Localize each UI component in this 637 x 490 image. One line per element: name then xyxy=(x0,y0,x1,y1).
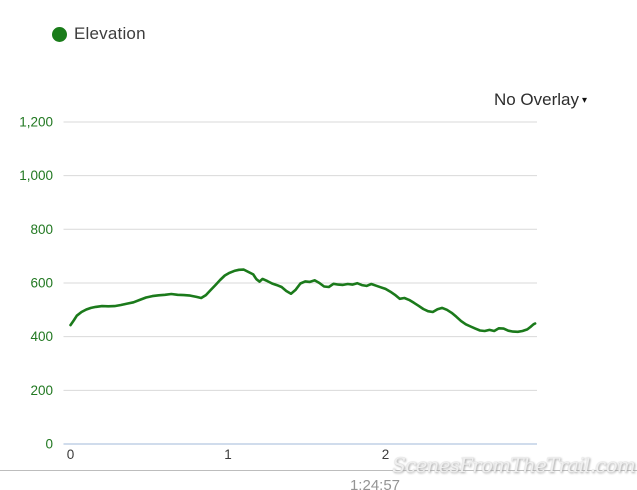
chart-legend[interactable]: Elevation xyxy=(52,24,146,44)
watermark: ScenesFromTheTrail.com xyxy=(392,453,636,477)
overlay-dropdown[interactable]: No Overlay ▾ xyxy=(494,90,587,110)
y-tick-label: 200 xyxy=(30,383,53,398)
y-tick-label: 1,200 xyxy=(19,114,53,129)
chevron-down-icon: ▾ xyxy=(581,95,587,106)
y-tick-label: 1,000 xyxy=(19,168,53,183)
legend-marker-icon xyxy=(52,26,67,42)
elevation-line[interactable] xyxy=(69,268,537,334)
x-tick-label: 2 xyxy=(382,447,390,462)
overlay-dropdown-label: No Overlay xyxy=(493,90,579,109)
y-tick-label: 600 xyxy=(30,275,53,290)
y-tick-label: 0 xyxy=(45,437,53,452)
bottom-divider xyxy=(0,470,637,471)
y-tick-label: 400 xyxy=(30,329,53,344)
legend-label: Elevation xyxy=(74,24,146,43)
total-time-label: 1:24:57 xyxy=(349,477,401,490)
y-tick-label: 800 xyxy=(30,222,53,237)
x-tick-label: 0 xyxy=(67,447,75,462)
x-tick-label: 1 xyxy=(224,447,232,462)
